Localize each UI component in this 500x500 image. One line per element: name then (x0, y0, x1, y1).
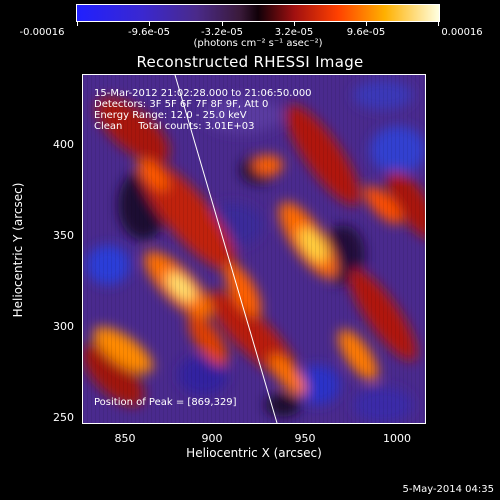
colorbar-tick (149, 22, 150, 26)
y-tick-label: 250 (53, 411, 74, 424)
x-tick-label: 900 (201, 432, 223, 445)
y-tick-label: 300 (53, 320, 74, 333)
y-axis-label: Heliocentric Y (arcsec) (11, 182, 25, 318)
colorbar-tick-label: 3.2e-05 (274, 27, 314, 38)
colorbar-tick-label: 0.00016 (441, 27, 483, 38)
energy-range-label: Energy Range: 12.0 - 25.0 keV (94, 110, 247, 121)
colorbar (76, 4, 440, 22)
image-title: Reconstructed RHESSI Image (136, 53, 364, 71)
rhessi-image-plot (82, 74, 426, 424)
colorbar-tick-label: -9.6e-05 (128, 27, 170, 38)
colorbar-tick (366, 22, 367, 26)
colorbar-tick (77, 22, 78, 26)
time-range-label: 15-Mar-2012 21:02:28.000 to 21:06:50.000 (94, 88, 312, 99)
x-tick-label: 850 (114, 432, 136, 445)
colorbar-gradient (77, 5, 439, 21)
colorbar-tick (294, 22, 295, 26)
x-tick-label: 950 (294, 432, 316, 445)
colorbar-tick-label: -0.00016 (19, 27, 65, 38)
colorbar-tick-label: -3.2e-05 (201, 27, 243, 38)
colorbar-tick (222, 22, 223, 26)
x-tick-label: 1000 (383, 432, 411, 445)
solar-limb-line (174, 75, 278, 423)
y-tick-label: 350 (53, 229, 74, 242)
y-tick-label: 400 (53, 138, 74, 151)
generation-timestamp: 5-May-2014 04:35 (402, 484, 494, 495)
detectors-label: Detectors: 3F 5F 6F 7F 8F 9F, Att 0 (94, 99, 269, 110)
colorbar-tick (438, 22, 439, 26)
colorbar-units: (photons cm⁻² s⁻¹ asec⁻²) (193, 38, 323, 49)
x-axis-label: Heliocentric X (arcsec) (186, 446, 322, 460)
clean-counts-label: Clean Total counts: 3.01E+03 (94, 121, 255, 132)
peak-position-label: Position of Peak = [869,329] (94, 397, 237, 408)
rhessi-image (83, 75, 425, 423)
colorbar-tick-label: 9.6e-05 (346, 27, 386, 38)
